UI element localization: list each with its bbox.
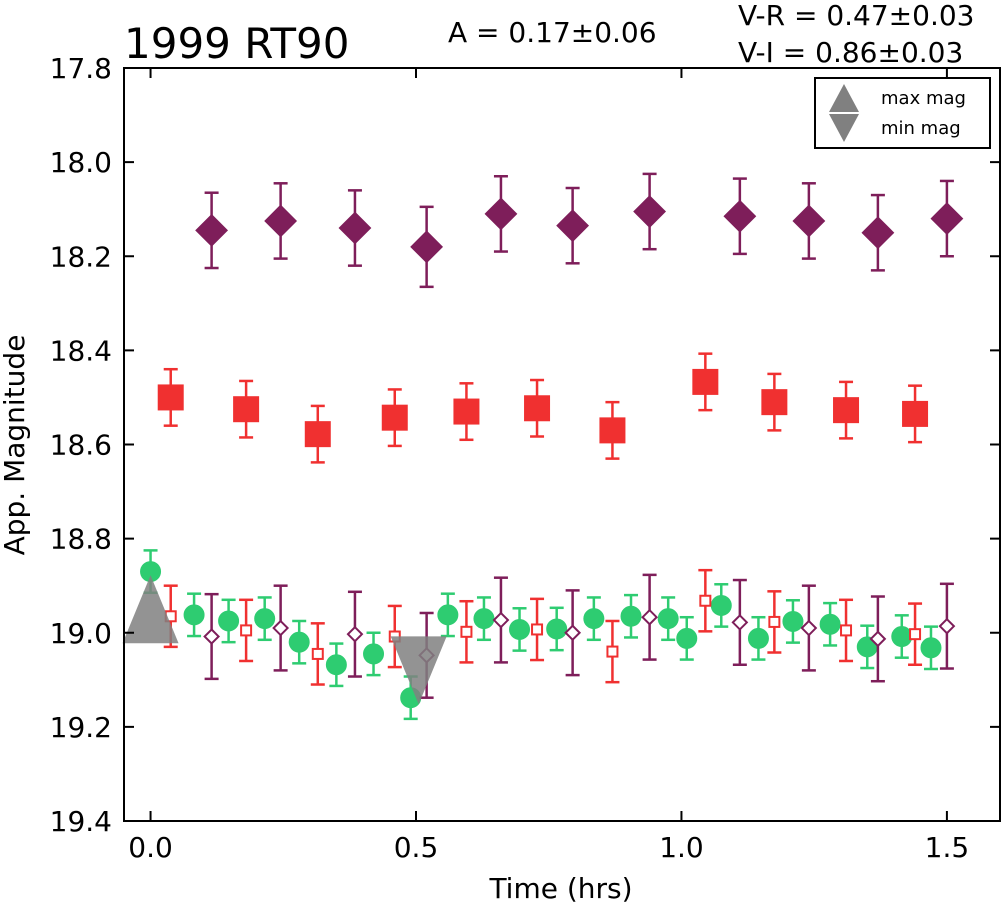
data-point-square [157,384,184,411]
data-point-diamond [869,630,887,648]
legend-min-mag-icon [829,114,859,142]
data-point-circle [819,613,841,635]
data-point-circle [254,608,276,630]
data-point-diamond [492,611,510,629]
data-point-square [381,404,408,431]
series-1 [157,352,929,464]
y-tick-label: 19.2 [50,711,112,744]
vi-color-annotation: V-I = 0.86±0.03 [738,36,963,69]
data-point-diamond [800,619,818,637]
data-point-circle [891,626,913,648]
data-point-square [240,624,253,637]
data-point-square [833,397,860,424]
data-point-square [311,647,324,660]
data-point-diamond [410,230,444,264]
data-point-square [460,625,473,638]
data-point-square [599,417,626,444]
legend-label-min-mag: min mag [881,118,961,139]
data-point-circle [473,608,495,630]
x-tick-label: 1.0 [659,831,704,864]
data-point-diamond [338,211,372,245]
y-tick-label: 19.0 [50,617,112,650]
data-point-square [233,396,260,423]
legend-label-max-mag: max mag [881,88,966,109]
data-point-circle [747,627,769,649]
data-point-circle [509,618,531,640]
data-point-circle [183,604,205,626]
data-point-diamond [203,628,221,645]
data-point-square [692,368,719,395]
data-point-circle [657,608,679,630]
data-point-diamond [938,617,956,635]
data-point-diamond [633,195,667,228]
data-point-circle [546,618,568,640]
data-point-diamond [272,619,290,637]
data-point-square [840,624,853,637]
data-point-diamond [564,624,582,642]
data-point-square [902,400,929,427]
data-point-square [531,623,544,636]
data-point-diamond [484,197,518,231]
chart-title: 1999 RT90 [124,19,349,68]
data-point-circle [218,610,240,632]
data-point-circle [437,604,459,626]
y-tick-label: 19.4 [50,805,112,838]
y-tick-label: 18.4 [50,334,112,367]
legend: max mag min mag [814,77,991,149]
data-point-diamond [264,204,298,238]
x-tick-label: 1.5 [925,831,970,864]
data-point-diamond [641,608,659,626]
y-tick-label: 18.8 [50,523,112,556]
data-point-diamond [556,209,590,243]
data-point-circle [782,610,804,632]
data-point-diamond [861,216,895,250]
y-axis-label: App. Magnitude [0,335,31,556]
data-point-diamond [195,213,229,247]
data-point-square [761,389,788,416]
legend-max-mag-icon [829,84,859,112]
amplitude-annotation: A = 0.17±0.06 [448,16,657,49]
data-point-circle [920,637,942,659]
data-point-diamond [930,202,964,236]
y-tick-label: 17.8 [50,52,112,85]
data-point-square [699,594,712,607]
data-point-square [304,421,331,448]
axis-ticks: 0.0 0.5 1.0 1.5 17.8 18.0 18.2 18.4 18.6 18.8 19.0… [50,52,1000,864]
series-3 [163,568,923,686]
data-point-square [909,628,922,641]
max-mag-marker [122,575,179,644]
y-tick-label: 18.2 [50,240,112,273]
data-point-square [524,395,551,422]
series-0 [195,172,964,289]
plot-area [122,172,964,721]
x-tick-label: 0.0 [128,831,173,864]
data-point-circle [620,605,642,627]
data-point-circle [676,627,698,649]
data-point-diamond [723,199,757,233]
data-point-square [606,645,619,658]
vr-color-annotation: V-R = 0.47±0.03 [738,0,974,32]
data-point-circle [583,608,605,630]
data-point-circle [363,643,385,665]
y-tick-label: 18.6 [50,429,112,462]
x-axis-label: Time (hrs) [488,872,632,904]
x-tick-label: 0.5 [394,831,439,864]
y-tick-label: 18.0 [50,146,112,179]
data-point-circle [288,631,310,653]
data-point-circle [325,654,347,676]
data-point-diamond [792,204,826,238]
data-point-diamond [346,625,364,643]
data-point-circle [710,594,732,616]
min-mag-marker [390,636,447,705]
data-point-square [768,615,781,628]
data-point-diamond [731,613,749,631]
data-point-square [453,398,480,425]
